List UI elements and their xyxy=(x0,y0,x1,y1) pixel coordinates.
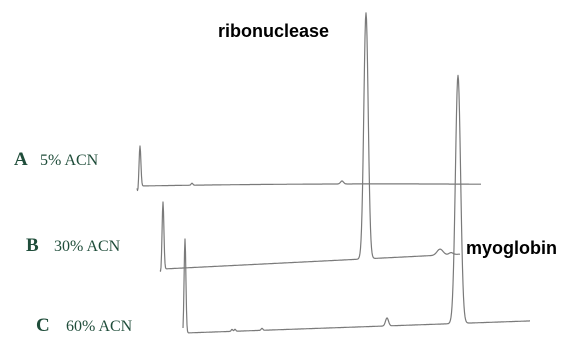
trace-condition-b: 30% ACN xyxy=(54,238,121,255)
peak-label-myoglobin: myoglobin xyxy=(466,238,557,258)
trace-letter-a: A xyxy=(14,149,28,170)
trace-label-b: B 30% ACN xyxy=(26,235,121,256)
trace-letter-c: C xyxy=(36,315,50,336)
trace-c xyxy=(182,74,531,334)
peak-label-ribonuclease: ribonuclease xyxy=(218,21,329,41)
trace-condition-a: 5% ACN xyxy=(40,152,99,169)
trace-a xyxy=(136,145,482,192)
traces-group xyxy=(136,12,531,334)
trace-b xyxy=(159,12,461,272)
trace-condition-c: 60% ACN xyxy=(66,318,133,335)
trace-label-a: A 5% ACN xyxy=(14,149,99,170)
trace-label-c: C 60% ACN xyxy=(36,315,133,336)
trace-letter-b: B xyxy=(26,235,39,256)
